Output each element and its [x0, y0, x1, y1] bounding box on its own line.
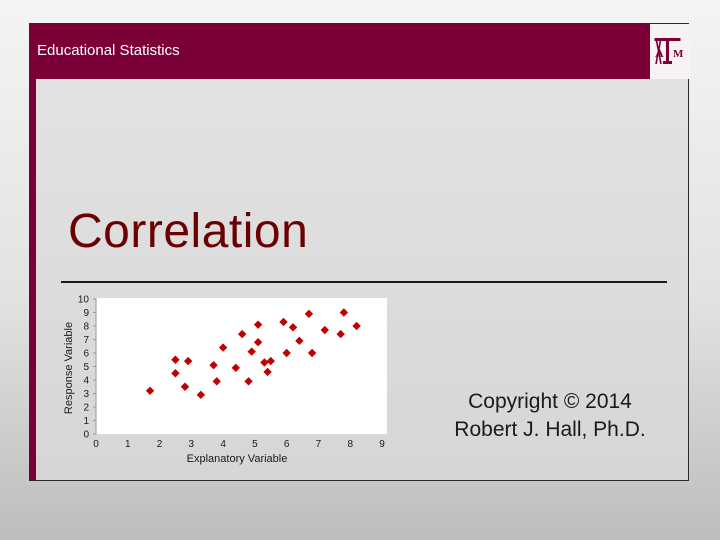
data-point — [183, 356, 193, 366]
data-point — [307, 348, 317, 358]
y-tick-label: 6 — [83, 349, 89, 360]
x-tick-label: 9 — [379, 439, 385, 450]
data-point — [295, 336, 304, 346]
y-tick-label: 1 — [83, 416, 89, 427]
data-point — [336, 329, 345, 339]
x-tick-label: 0 — [93, 439, 99, 450]
plot-area — [96, 298, 387, 434]
copyright-line-2: Robert J. Hall, Ph.D. — [454, 418, 646, 441]
copyright-line-1: Copyright © 2014 — [468, 390, 632, 413]
data-point — [260, 358, 269, 367]
data-point — [244, 377, 253, 386]
data-point — [171, 355, 180, 364]
data-point — [279, 317, 288, 327]
x-tick-label: 2 — [157, 439, 163, 450]
y-tick-labels: 0 1 2 3 4 5 6 7 8 9 10 — [78, 295, 96, 441]
data-point — [231, 363, 241, 373]
x-axis-label: Explanatory Variable — [187, 453, 288, 465]
plot-frame — [95, 298, 387, 434]
data-point — [247, 347, 256, 356]
logo-container: A M — [649, 24, 690, 79]
y-tick-label: 8 — [83, 322, 89, 333]
data-point — [145, 386, 155, 395]
y-tick-label: 7 — [83, 335, 89, 346]
data-point — [171, 369, 180, 378]
x-tick-label: 4 — [220, 439, 226, 450]
texas-am-logo-icon: A M — [654, 37, 684, 65]
y-tick-label: 10 — [78, 295, 90, 306]
data-point — [288, 323, 298, 332]
left-accent-stripe — [30, 79, 36, 480]
y-tick-label: 5 — [83, 362, 89, 373]
svg-text:M: M — [673, 48, 684, 60]
x-tick-labels: 0 1 2 3 4 5 6 7 8 9 — [93, 439, 385, 450]
y-tick-label: 3 — [83, 389, 89, 400]
x-tick-label: 1 — [125, 439, 131, 450]
y-tick-label: 2 — [83, 403, 89, 414]
data-point — [180, 382, 190, 391]
header-bar: Educational Statistics — [30, 24, 649, 79]
data-point — [282, 348, 291, 358]
slide-title: Correlation — [68, 205, 309, 258]
copyright-notice: Copyright © 2014 Robert J. Hall, Ph.D. — [430, 388, 670, 444]
data-point — [212, 377, 221, 386]
y-tick-label: 4 — [83, 376, 89, 387]
x-tick-label: 8 — [347, 439, 353, 450]
x-tick-label: 3 — [189, 439, 195, 450]
x-tick-label: 5 — [252, 439, 258, 450]
header-title: Educational Statistics — [37, 42, 180, 59]
data-point — [304, 309, 314, 319]
data-point — [209, 360, 218, 370]
data-points — [145, 308, 361, 400]
data-point — [196, 390, 206, 400]
y-tick-label: 0 — [83, 430, 89, 441]
data-point — [352, 321, 361, 331]
x-tick-label: 7 — [316, 439, 322, 450]
data-point — [266, 356, 275, 366]
x-tick-label: 6 — [284, 439, 290, 450]
data-point — [339, 308, 349, 317]
svg-text:A: A — [655, 46, 664, 60]
y-axis-label: Response Variable — [63, 322, 75, 414]
title-divider — [61, 281, 667, 283]
data-point — [320, 325, 329, 335]
y-tick-label: 9 — [83, 308, 89, 319]
data-point — [263, 367, 272, 377]
data-point — [218, 343, 228, 352]
data-point — [253, 338, 263, 347]
data-point — [253, 320, 263, 329]
data-point — [237, 329, 247, 339]
